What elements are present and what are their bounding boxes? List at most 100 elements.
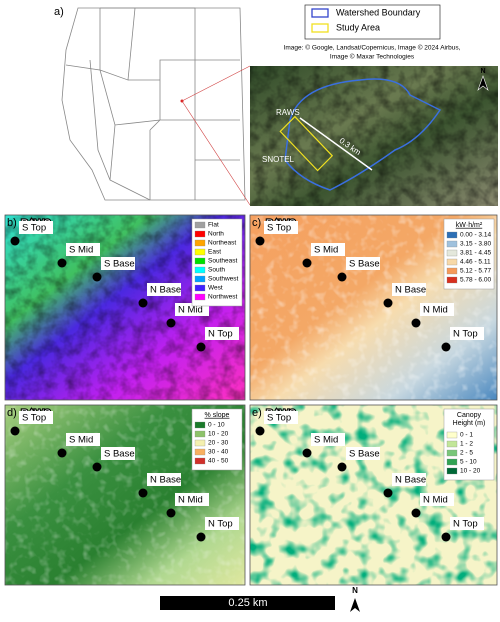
site-marker xyxy=(441,532,451,542)
legend-swatch xyxy=(194,248,206,256)
legend-label: Northeast xyxy=(208,240,236,247)
legend-swatch xyxy=(446,231,458,239)
panel-label: a) xyxy=(54,6,64,18)
site-label: S Top xyxy=(22,223,46,234)
legend-title: kW·h/m² xyxy=(456,222,483,229)
site-label: N Top xyxy=(208,519,233,530)
site-marker xyxy=(255,236,265,246)
legend-swatch xyxy=(194,221,206,229)
site-label-box xyxy=(420,493,454,506)
site-marker xyxy=(196,532,206,542)
legend-swatch xyxy=(446,276,458,284)
legend-label: West xyxy=(208,285,223,292)
legend-swatch xyxy=(311,8,329,18)
site-label: S Mid xyxy=(69,245,93,256)
legend-label: 10 - 20 xyxy=(460,468,481,475)
site-label-box xyxy=(311,243,345,256)
site-marker xyxy=(441,342,451,352)
legend-label: 40 - 50 xyxy=(208,458,229,465)
site-label: N Mid xyxy=(178,495,203,506)
legend-label: 10 - 20 xyxy=(208,431,229,438)
site-label: N Base xyxy=(395,285,426,296)
site-label-box xyxy=(66,243,100,256)
legend-title: % slope xyxy=(205,412,230,419)
panel-frame xyxy=(4,404,246,586)
legend-swatch xyxy=(194,293,206,301)
site-label-box xyxy=(205,327,239,340)
site-label: N Top xyxy=(208,329,233,340)
legend-label: 20 - 30 xyxy=(208,440,229,447)
legend-label: 3.81 - 4.45 xyxy=(460,250,491,257)
site-label: S Base xyxy=(104,259,135,270)
site-label: N Base xyxy=(150,475,181,486)
site-label-box xyxy=(19,221,53,234)
site-label-box xyxy=(450,517,484,530)
site-label: S Base xyxy=(349,259,380,270)
legend-label: South xyxy=(208,267,225,274)
site-marker xyxy=(337,272,347,282)
legend-label: 5 - 10 xyxy=(460,459,477,466)
legend-swatch xyxy=(194,457,206,465)
site-label: N Top xyxy=(453,519,478,530)
site-label-box xyxy=(346,257,380,270)
legend-swatch xyxy=(194,239,206,247)
legend-label: 0 - 10 xyxy=(208,422,225,429)
site-marker xyxy=(337,462,347,472)
site-label: N Top xyxy=(453,329,478,340)
site-label: S Base xyxy=(104,449,135,460)
site-label: N Base xyxy=(395,475,426,486)
site-marker xyxy=(57,258,67,268)
legend-swatch xyxy=(446,240,458,248)
north-label: N xyxy=(480,68,485,75)
legend-swatch xyxy=(194,439,206,447)
legend-swatch xyxy=(446,467,458,475)
legend-swatch xyxy=(194,257,206,265)
site-marker xyxy=(92,272,102,282)
station-label: RAWS xyxy=(276,108,300,117)
legend-label: 5.78 - 6.00 xyxy=(460,277,491,284)
panel-frame xyxy=(4,214,246,401)
panel-frame xyxy=(249,404,498,586)
legend-label: 0 - 1 xyxy=(460,432,473,439)
site-label: N Mid xyxy=(423,495,448,506)
legend-label: Watershed Boundary xyxy=(336,7,421,17)
site-marker xyxy=(411,318,421,328)
site-label-box xyxy=(101,257,135,270)
site-label-box xyxy=(66,433,100,446)
legend-swatch xyxy=(446,267,458,275)
legend-swatch xyxy=(194,266,206,274)
panel-label: c) xyxy=(252,217,261,229)
site-marker xyxy=(138,488,148,498)
site-label: N Mid xyxy=(423,305,448,316)
site-label-box xyxy=(392,283,426,296)
image-credit: Image: © Google, Landsat/Copernicus, Ima… xyxy=(284,44,461,52)
legend-label: Southeast xyxy=(208,258,237,265)
site-label: S Mid xyxy=(314,435,338,446)
site-marker xyxy=(166,508,176,518)
site-label-box xyxy=(450,327,484,340)
site-marker xyxy=(196,342,206,352)
legend-label: 3.15 - 3.80 xyxy=(460,241,491,248)
legend-swatch xyxy=(194,430,206,438)
site-label-box xyxy=(264,411,298,424)
site-label-box xyxy=(311,433,345,446)
site-label-box xyxy=(19,411,53,424)
legend-swatch xyxy=(311,23,329,33)
site-marker xyxy=(411,508,421,518)
legend-swatch xyxy=(194,448,206,456)
legend-label: Northwest xyxy=(208,294,237,301)
site-marker xyxy=(10,426,20,436)
site-label-box xyxy=(392,473,426,486)
site-label-box xyxy=(264,221,298,234)
legend-label: 5.12 - 5.77 xyxy=(460,268,491,275)
site-label-box xyxy=(175,493,209,506)
site-label-box xyxy=(147,283,181,296)
site-marker xyxy=(92,462,102,472)
legend-label: Southwest xyxy=(208,276,239,283)
legend-label: 4.46 - 5.11 xyxy=(460,259,491,266)
site-label: N Base xyxy=(150,285,181,296)
legend-label: East xyxy=(208,249,221,256)
legend-swatch xyxy=(194,230,206,238)
site-label-box xyxy=(101,447,135,460)
